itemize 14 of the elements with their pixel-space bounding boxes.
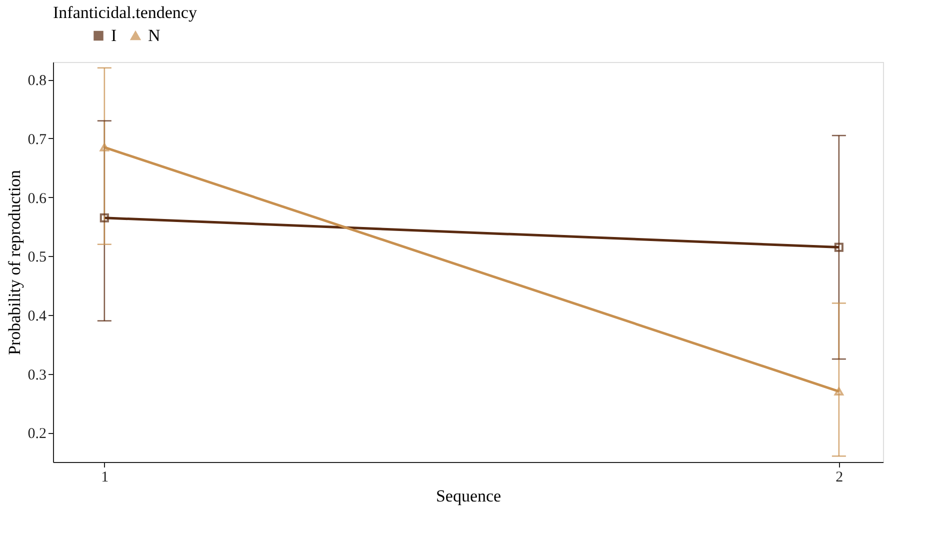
x-tick-label: 2 (836, 470, 844, 486)
y-tick-label: 0.4 (28, 308, 47, 324)
y-tick-label: 0.8 (28, 73, 46, 90)
legend-title: Infanticidal.tendency (53, 3, 198, 22)
x-tick-label: 1 (101, 470, 109, 486)
y-tick-label: 0.5 (28, 250, 46, 266)
x-axis-title: Sequence (436, 486, 502, 506)
y-tick-label: 0.7 (28, 132, 47, 148)
y-axis-title: Probability of reproduction (4, 169, 24, 356)
y-tick-label: 0.2 (28, 426, 46, 442)
y-tick-label: 0.6 (28, 190, 47, 207)
legend-label: I (111, 26, 117, 45)
y-tick-label: 0.3 (28, 367, 46, 384)
legend-label: N (148, 26, 160, 45)
